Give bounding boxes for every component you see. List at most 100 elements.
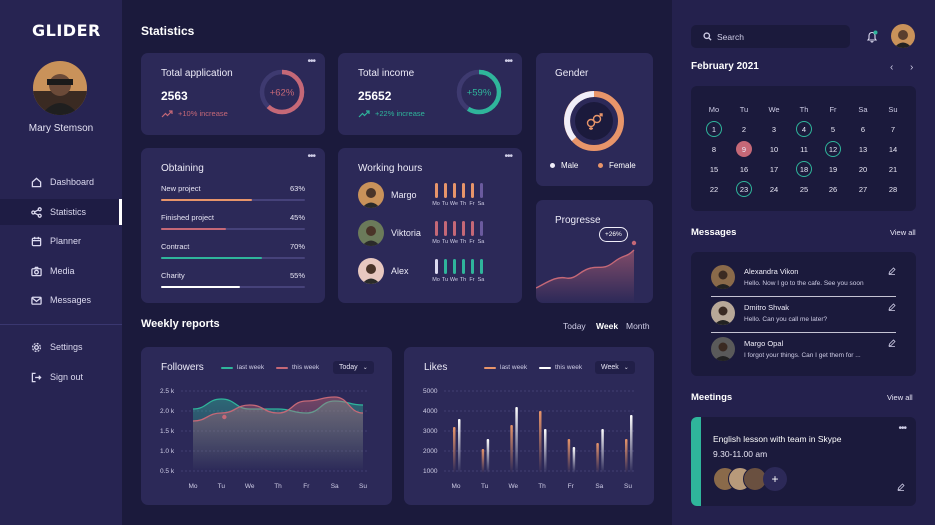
weekday-label: Fr — [829, 104, 837, 114]
chevron-left-icon[interactable]: ‹ — [890, 62, 894, 73]
more-icon[interactable]: ••• — [307, 151, 315, 162]
message-item[interactable]: Margo Opal I forgot your things. Can I g… — [711, 332, 896, 365]
user-name: Mary Stemson — [28, 123, 94, 134]
sidebar-item-settings[interactable]: Settings — [0, 334, 122, 360]
messages-title: Messages — [691, 227, 737, 238]
calendar-day[interactable]: 4 — [796, 121, 812, 137]
calendar-day[interactable]: 22 — [709, 184, 719, 194]
calendar-day[interactable]: 1 — [706, 121, 722, 137]
svg-text:+62%: +62% — [270, 88, 295, 99]
message-divider — [711, 296, 896, 297]
calendar-day[interactable]: 10 — [769, 144, 779, 154]
calendar-day[interactable]: 16 — [739, 164, 749, 174]
trend-up-icon — [358, 109, 370, 117]
calendar-day[interactable]: 5 — [830, 124, 836, 134]
calendar-day[interactable]: 12 — [825, 141, 841, 157]
sidebar-item-label: Media — [50, 266, 75, 276]
edit-icon[interactable] — [888, 339, 896, 347]
sidebar-item-statistics[interactable]: Statistics — [0, 199, 122, 225]
more-icon[interactable]: ••• — [898, 423, 906, 434]
message-item[interactable]: Dmitro Shvak Hello. Can you call me late… — [711, 296, 896, 329]
calendar-day[interactable]: 28 — [888, 184, 898, 194]
card-title: Likes — [424, 362, 448, 373]
likes-card: Likes last week this week Week ⌄ 5000 4000… — [404, 347, 654, 505]
meeting-participants: + — [713, 467, 787, 491]
followers-chart: 2.5 k 2.0 k 1.5 k 1.0 k 0.5 k Mo Tu We Th Fr Sa Su — [160, 388, 367, 490]
y-tick-label: 1.0 k — [160, 448, 175, 455]
calendar-day[interactable]: 20 — [858, 164, 868, 174]
calendar-day[interactable]: 17 — [769, 164, 779, 174]
calendar-day[interactable]: 23 — [736, 181, 752, 197]
avatar[interactable] — [33, 61, 87, 115]
total-income-card: ••• Total income 25652 +22% increase +59… — [338, 53, 522, 135]
calendar-day[interactable]: 25 — [799, 184, 809, 194]
calendar-day[interactable]: 2 — [741, 124, 747, 134]
edit-icon[interactable] — [888, 267, 896, 275]
calendar-day[interactable]: 13 — [858, 144, 868, 154]
obtaining-row-pct: 63% — [289, 184, 305, 193]
add-participant-button[interactable]: + — [763, 467, 787, 491]
message-item[interactable]: Alexandra Vikon Hello. Now I go to the c… — [711, 260, 896, 293]
gender-donut — [564, 91, 624, 151]
calendar-day[interactable]: 9 — [736, 141, 752, 157]
sidebar-item-messages[interactable]: Messages — [0, 287, 122, 313]
calendar-day[interactable]: 15 — [709, 164, 719, 174]
day-bar: Sa — [478, 183, 484, 207]
obtaining-row-label: New project — [161, 184, 201, 193]
calendar-day[interactable]: 19 — [828, 164, 838, 174]
calendar-day[interactable]: 24 — [769, 184, 779, 194]
search-input[interactable]: Search — [691, 25, 850, 48]
calendar-day[interactable]: 8 — [711, 144, 717, 154]
tab-today[interactable]: Today — [563, 321, 586, 331]
tab-week[interactable]: Week — [596, 321, 619, 331]
day-bar: Fr — [469, 221, 475, 245]
calendar-day[interactable]: 3 — [771, 124, 777, 134]
weekday-label: Tu — [739, 104, 749, 114]
day-bar: Th — [460, 183, 466, 207]
edit-icon[interactable] — [897, 483, 905, 491]
messages-list: Alexandra Vikon Hello. Now I go to the c… — [691, 252, 916, 376]
likes-period-dropdown[interactable]: Week ⌄ — [595, 361, 635, 374]
calendar-day[interactable]: 21 — [888, 164, 898, 174]
person[interactable]: Alex — [358, 258, 409, 284]
weekday-label: Mo — [708, 104, 720, 114]
obtaining-row-pct: 55% — [289, 271, 305, 280]
bell-icon[interactable] — [866, 30, 878, 43]
obtaining-card: ••• Obtaining New project 63% Finished p… — [141, 148, 325, 303]
calendar-day[interactable]: 26 — [828, 184, 838, 194]
card-title: Followers — [161, 362, 204, 373]
meetings-view-all[interactable]: View all — [887, 393, 913, 402]
page-title: Statistics — [141, 24, 195, 38]
chevron-right-icon[interactable]: › — [910, 62, 914, 73]
calendar-day[interactable]: 14 — [888, 144, 898, 154]
bar-this-week — [601, 429, 604, 473]
avatar-small[interactable] — [891, 24, 915, 48]
followers-period-dropdown[interactable]: Today ⌄ — [333, 361, 374, 374]
card-title: Gender — [555, 68, 589, 79]
edit-icon[interactable] — [888, 303, 896, 311]
person[interactable]: Viktoria — [358, 220, 421, 246]
working-bars: Mo Tu We Th Fr Sa — [432, 221, 484, 245]
more-icon[interactable]: ••• — [307, 56, 315, 67]
progress-bar — [161, 286, 305, 288]
calendar-day[interactable]: 7 — [890, 124, 896, 134]
more-icon[interactable]: ••• — [504, 56, 512, 67]
meeting-card[interactable]: ••• English lesson with team in Skype 9.… — [691, 417, 916, 506]
bar-last-week — [625, 439, 628, 473]
day-bar: Sa — [478, 221, 484, 245]
more-icon[interactable]: ••• — [504, 151, 512, 162]
calendar-day[interactable]: 6 — [860, 124, 866, 134]
calendar-day[interactable]: 27 — [858, 184, 868, 194]
person[interactable]: Margo — [358, 182, 417, 208]
sidebar-item-sign-out[interactable]: Sign out — [0, 364, 122, 390]
sidebar-item-dashboard[interactable]: Dashboard — [0, 169, 122, 195]
messages-view-all[interactable]: View all — [890, 228, 916, 237]
calendar-day[interactable]: 18 — [796, 161, 812, 177]
calendar-day[interactable]: 11 — [800, 144, 808, 154]
progress-bar — [161, 228, 305, 230]
tab-month[interactable]: Month — [626, 321, 650, 331]
avatar — [711, 301, 735, 325]
x-tick-label: Fr — [568, 483, 575, 490]
sidebar-item-planner[interactable]: Planner — [0, 228, 122, 254]
sidebar-item-media[interactable]: Media — [0, 258, 122, 284]
